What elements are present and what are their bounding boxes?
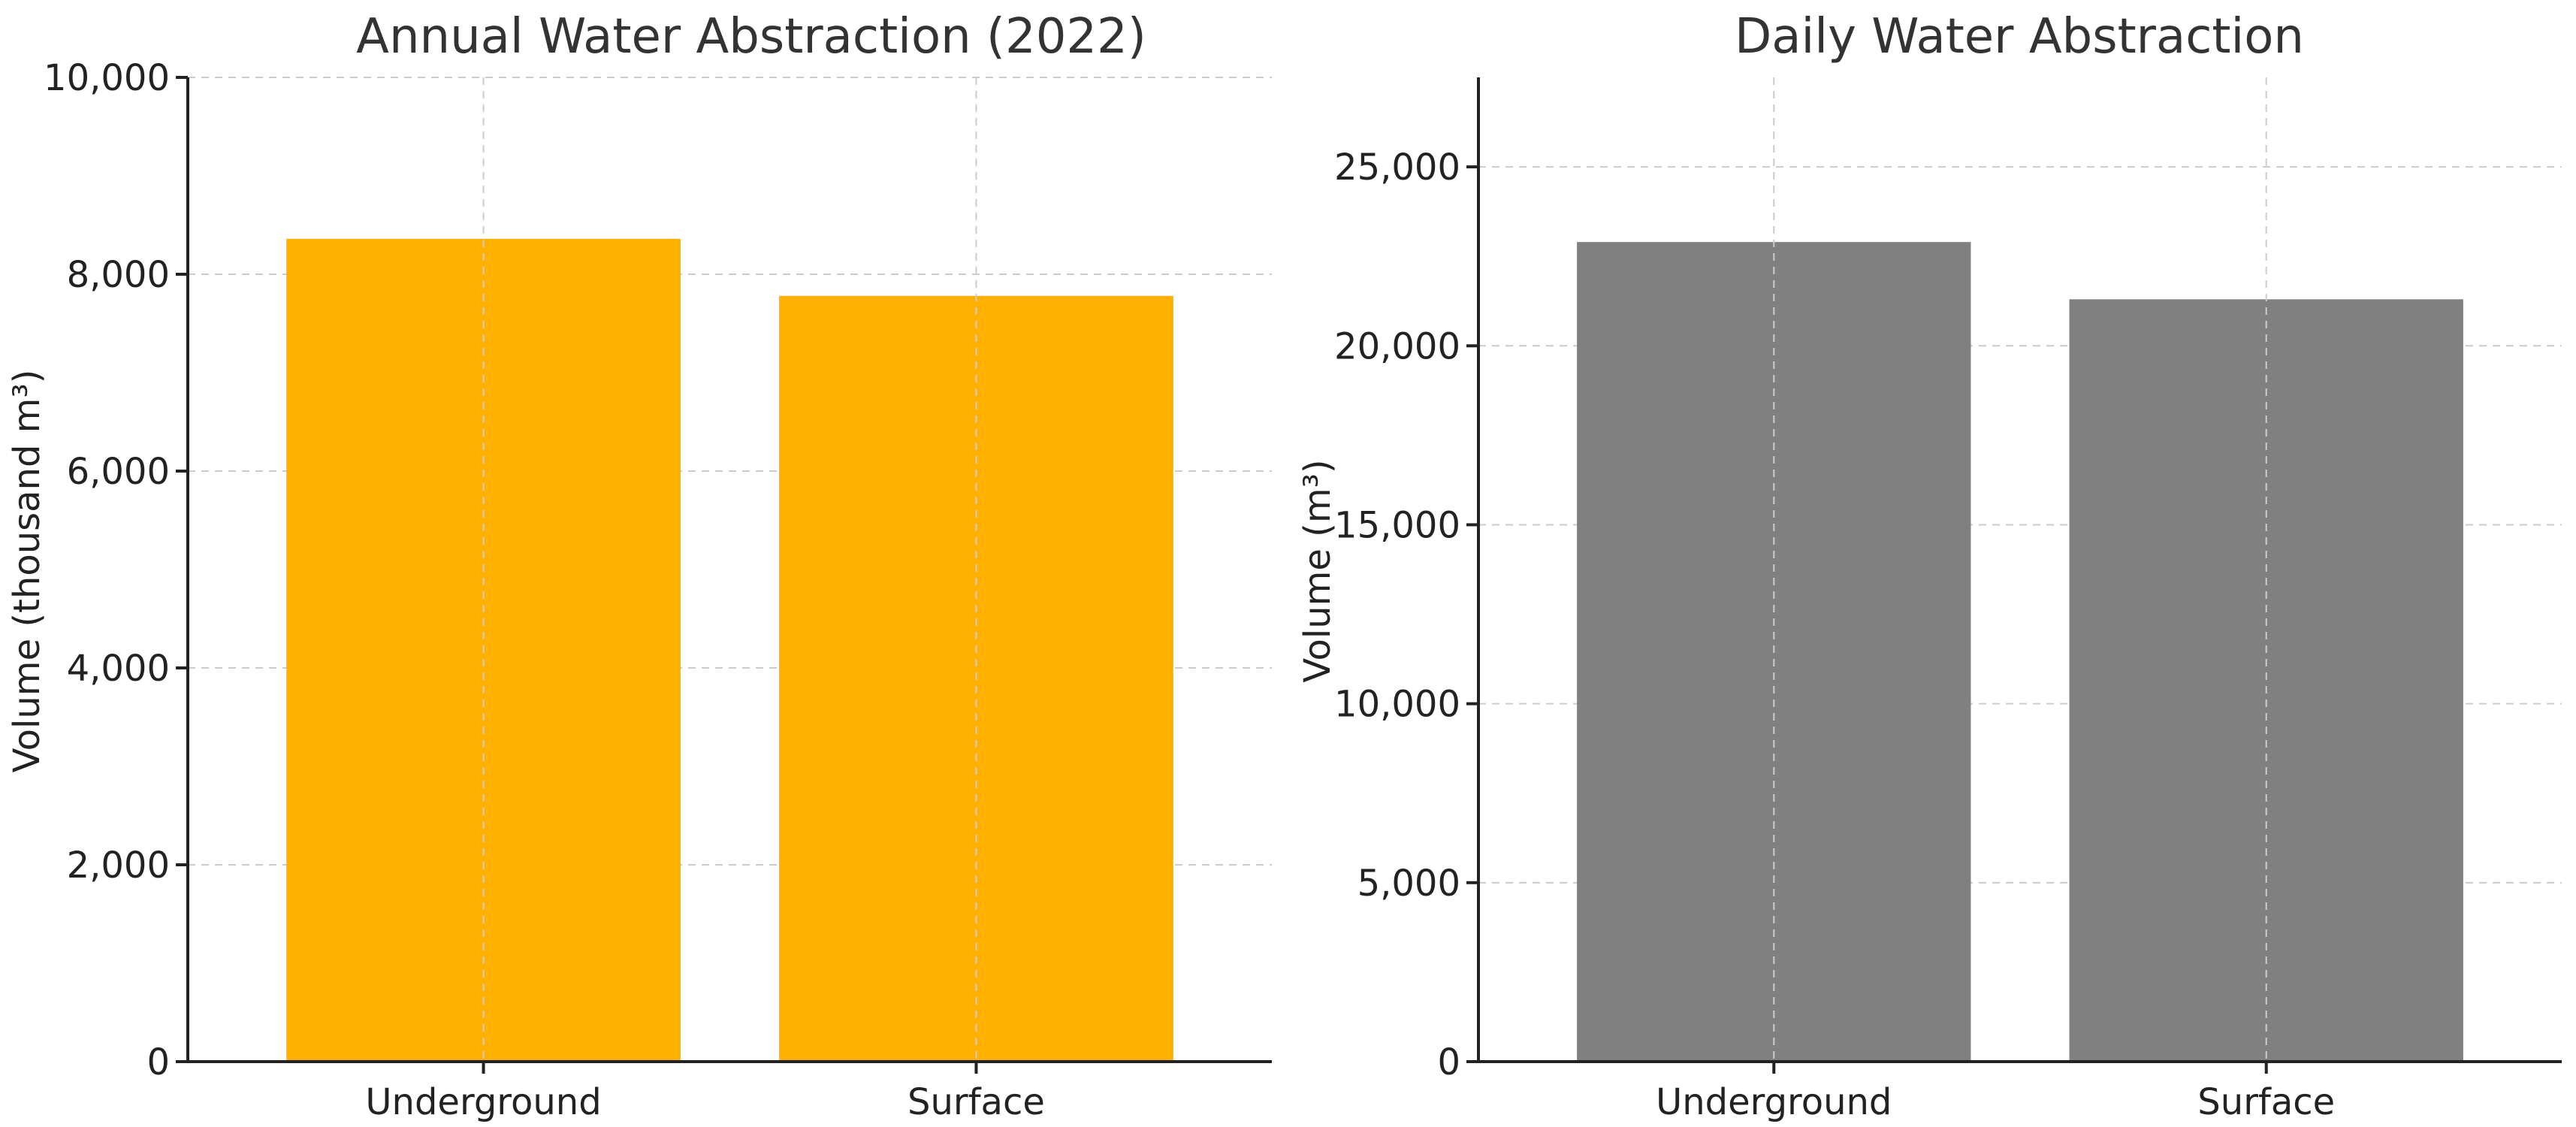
- y-axis-label: Volume (m³): [1297, 459, 1339, 682]
- x-tick-label: Underground: [365, 1081, 601, 1123]
- y-tick-label: 0: [1437, 1041, 1460, 1083]
- y-tick-label: 6,000: [67, 451, 170, 493]
- chart-title: Annual Water Abstraction (2022): [356, 9, 1146, 65]
- x-tick-label: Underground: [1656, 1081, 1892, 1123]
- y-tick-label: 10,000: [44, 57, 170, 99]
- y-tick-label: 25,000: [1334, 147, 1460, 189]
- x-tick-label: Surface: [2197, 1081, 2335, 1123]
- y-tick-label: 0: [146, 1041, 170, 1083]
- x-tick-label: Surface: [907, 1081, 1045, 1123]
- y-axis-label: Volume (thousand m³): [6, 370, 48, 773]
- y-tick-label: 8,000: [67, 254, 170, 296]
- chart-title: Daily Water Abstraction: [1735, 9, 2304, 65]
- y-tick-label: 15,000: [1334, 504, 1460, 546]
- annual-abstraction-chart: Annual Water Abstraction (2022) Volume (…: [6, 9, 1272, 1123]
- y-tick-label: 5,000: [1357, 863, 1460, 905]
- y-tick-label: 20,000: [1334, 325, 1460, 367]
- y-tick-label: 4,000: [67, 648, 170, 690]
- y-tick-label: 2,000: [67, 844, 170, 887]
- y-tick-label: 10,000: [1334, 684, 1460, 726]
- daily-abstraction-chart: Daily Water Abstraction Volume (m³) 0 5,0…: [1297, 9, 2562, 1123]
